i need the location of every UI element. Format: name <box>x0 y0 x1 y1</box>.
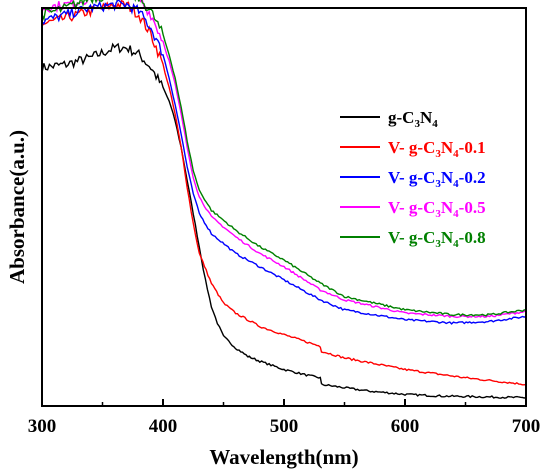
series-layer <box>41 0 527 399</box>
series-line-1 <box>41 0 527 386</box>
x-tick-label: 500 <box>270 416 299 437</box>
x-tick-label: 600 <box>391 416 420 437</box>
y-axis-title: Absorbance(a.u.) <box>5 130 29 284</box>
x-tick-label: 400 <box>149 416 178 437</box>
legend-label: V- g-C3N4-0.1 <box>388 138 486 160</box>
legend: g-C3N4 V- g-C3N4-0.1 V- g-C3N4-0.2 V- g-C3N… <box>340 108 486 250</box>
x-tick-label: 300 <box>28 416 57 437</box>
series-line-2 <box>41 0 527 325</box>
series-line-3 <box>41 0 527 319</box>
legend-label: g-C3N4 <box>388 108 438 130</box>
plot-frame <box>41 7 527 407</box>
series-line-0 <box>41 42 527 399</box>
legend-label: V- g-C3N4-0.5 <box>388 198 486 220</box>
legend-label: V- g-C3N4-0.8 <box>388 228 486 250</box>
x-ticks: 300 400 500 600 700 <box>28 399 541 437</box>
legend-label: V- g-C3N4-0.2 <box>388 168 486 190</box>
x-axis-title: Wavelength(nm) <box>209 445 358 469</box>
x-tick-label: 700 <box>512 416 541 437</box>
series-line-4 <box>41 0 527 317</box>
